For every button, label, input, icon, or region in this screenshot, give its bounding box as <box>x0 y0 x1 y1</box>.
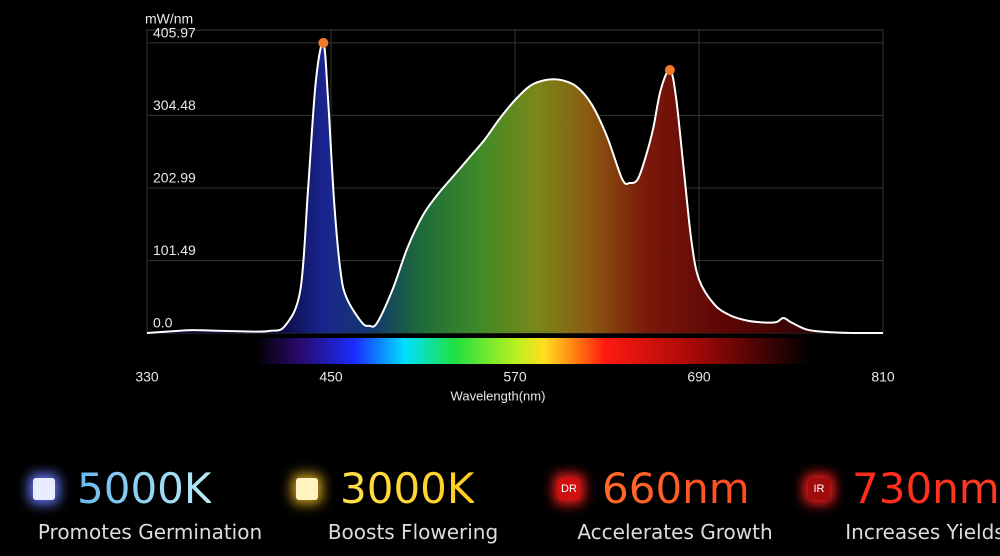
feature-icon <box>33 478 55 500</box>
y-tick-label: 101.49 <box>153 242 196 258</box>
feature-title: 3000K <box>340 462 474 516</box>
spectrum-area <box>147 42 883 334</box>
y-axis-label: mW/nm <box>145 11 193 27</box>
feature-icon <box>296 478 318 500</box>
feature: DR 660nm Accelerates Growth <box>550 460 800 556</box>
feature-desc: Increases Yields <box>845 520 1000 544</box>
feature-title: 5000K <box>77 462 211 516</box>
feature-title: 730nm <box>852 462 1000 516</box>
x-tick-label: 690 <box>687 369 711 385</box>
y-tick-label: 405.97 <box>153 25 196 41</box>
spectrum-line <box>146 41 883 335</box>
feature-desc: Boosts Flowering <box>327 520 499 544</box>
feature: 5000K Promotes Germination <box>25 460 275 556</box>
spectrum-bar <box>255 338 810 364</box>
feature-icon: DR <box>558 478 580 500</box>
feature-desc: Accelerates Growth <box>577 520 773 544</box>
feature-title: 660nm <box>602 462 750 516</box>
y-tick-label: 304.48 <box>153 97 196 113</box>
y-tick-label: 202.99 <box>153 170 196 186</box>
y-tick-label: 0.0 <box>153 315 173 331</box>
chart: mW/nm Wavelength(nm) 0.0 101.49 202.99 304.… <box>135 11 895 404</box>
x-tick-label: 450 <box>319 369 343 385</box>
peak-marker <box>664 65 675 76</box>
peak-marker <box>318 37 329 48</box>
feature-desc: Promotes Germination <box>37 520 263 544</box>
feature: IR 730nm Increases Yields <box>800 460 1000 556</box>
feature: 3000K Boosts Flowering <box>288 460 538 556</box>
feature-icon: IR <box>808 478 830 500</box>
x-tick-label: 330 <box>135 369 159 385</box>
x-tick-label: 570 <box>503 369 527 385</box>
x-tick-label: 810 <box>871 369 895 385</box>
x-axis-label: Wavelength(nm) <box>451 388 546 403</box>
